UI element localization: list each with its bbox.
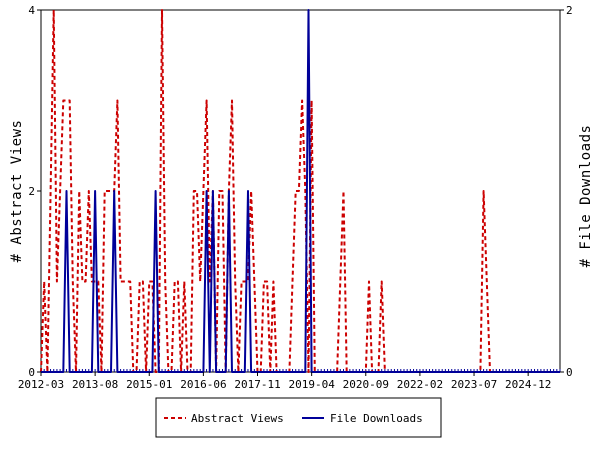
- x-tick-label: 2015-01: [126, 378, 172, 391]
- legend-label-file-downloads: File Downloads: [330, 412, 423, 425]
- x-tick-label: 2020-09: [343, 378, 389, 391]
- x-tick-label: 2022-02: [397, 378, 443, 391]
- y-right-tick-label: 2: [566, 4, 573, 17]
- y-right-axis-title: # File Downloads: [578, 125, 594, 268]
- y-left-tick-labels: 0 2 4: [28, 4, 41, 379]
- x-tick-label: 2016-06: [180, 378, 226, 391]
- legend-label-abstract-views: Abstract Views: [191, 412, 284, 425]
- y-right-tick-label: 0: [566, 366, 573, 379]
- y-left-tick-label: 2: [28, 185, 35, 198]
- x-tick-label: 2024-12: [505, 378, 551, 391]
- y-left-tick-label: 4: [28, 4, 35, 17]
- y-left-tick-label: 0: [28, 366, 35, 379]
- x-tick-label: 2019-04: [288, 378, 335, 391]
- legend: Abstract Views File Downloads: [155, 397, 442, 438]
- y-left-axis-title: # Abstract Views: [9, 120, 25, 263]
- legend-box: [155, 397, 442, 438]
- plot-frame: [40, 9, 561, 373]
- x-tick-label: 2012-03: [18, 378, 64, 391]
- x-tick-labels: 2012-03 2013-08 2015-01 2016-06 2017-11 2019-…: [18, 372, 551, 391]
- x-tick-label: 2023-07: [451, 378, 497, 391]
- x-tick-label: 2013-08: [72, 378, 118, 391]
- x-tick-label: 2017-11: [234, 378, 280, 391]
- plot-area: [40, 9, 561, 373]
- y-right-tick-labels: 02: [560, 4, 573, 379]
